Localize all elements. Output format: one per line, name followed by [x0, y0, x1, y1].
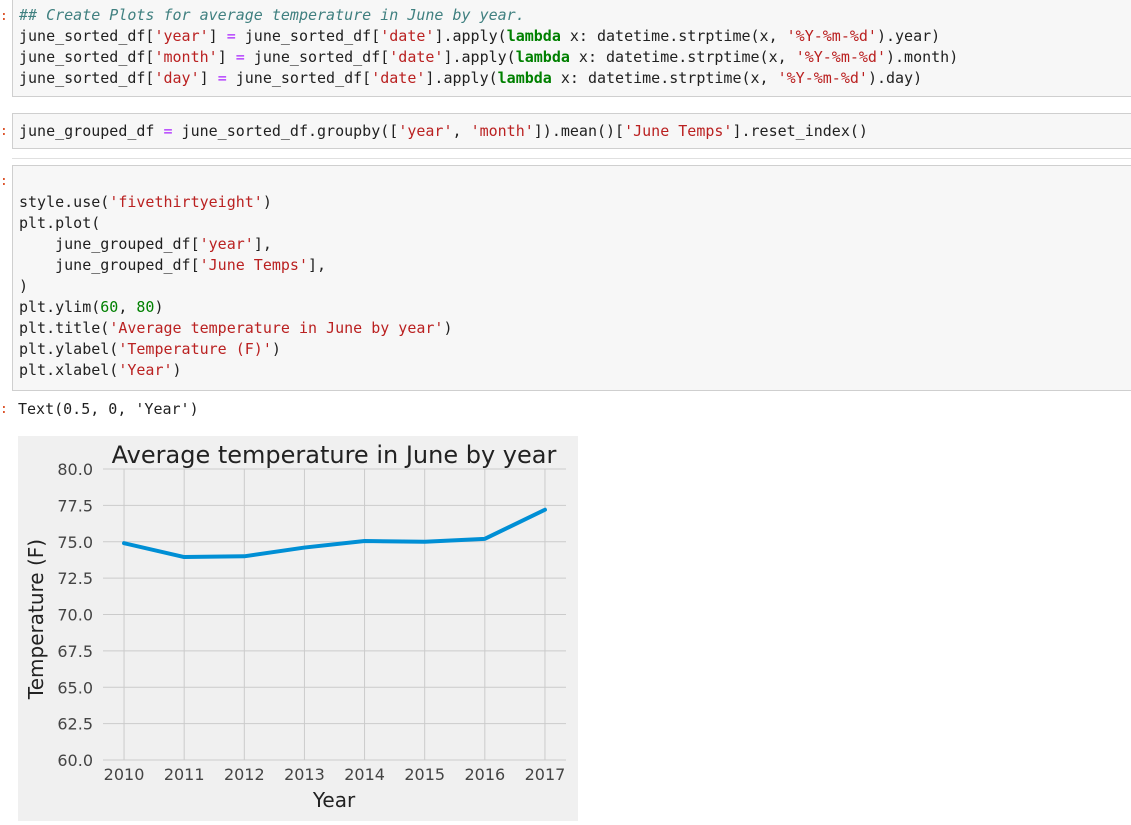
- y-tick-label: 80.0: [57, 460, 93, 479]
- x-tick-label: 2016: [464, 765, 505, 784]
- cell-prompt-1: :: [0, 9, 8, 24]
- line-chart: 60.0 62.5 65.0 67.5 70.0 72.5 75.0 77.5 80.0 201…: [18, 436, 578, 821]
- cell-divider: [12, 158, 1131, 159]
- code-cell-1[interactable]: ## Create Plots for average temperature …: [12, 0, 1131, 97]
- x-tick-label: 2012: [224, 765, 265, 784]
- y-tick-label: 60.0: [57, 751, 93, 770]
- y-tick-labels: 60.0 62.5 65.0 67.5 70.0 72.5 75.0 77.5 80.0: [57, 460, 93, 770]
- x-tick-label: 2014: [344, 765, 385, 784]
- y-tick-label: 67.5: [57, 642, 93, 661]
- y-tick-label: 62.5: [57, 715, 93, 734]
- x-tick-label: 2010: [104, 765, 145, 784]
- y-tick-label: 72.5: [57, 569, 93, 588]
- x-tick-label: 2013: [284, 765, 325, 784]
- code-editor[interactable]: june_grouped_df = june_sorted_df.groupby…: [19, 122, 868, 140]
- x-tick-label: 2011: [164, 765, 205, 784]
- y-tick-label: 70.0: [57, 606, 93, 625]
- x-tick-label: 2015: [404, 765, 445, 784]
- y-axis-label: Temperature (F): [24, 539, 48, 700]
- x-axis-label: Year: [312, 788, 356, 812]
- cell-prompt-3: :: [0, 174, 8, 189]
- code-editor[interactable]: ## Create Plots for average temperature …: [19, 6, 959, 87]
- output-prompt: :: [0, 402, 8, 417]
- y-tick-label: 77.5: [57, 496, 93, 515]
- figure-background: [18, 436, 578, 821]
- series-line: [122, 507, 547, 560]
- y-tick-label: 75.0: [57, 533, 93, 552]
- code-cell-3[interactable]: style.use('fivethirtyeight') plt.plot( j…: [12, 165, 1131, 391]
- code-cell-2[interactable]: june_grouped_df = june_sorted_df.groupby…: [12, 113, 1131, 149]
- cell-prompt-2: :: [0, 124, 8, 139]
- chart-title: Average temperature in June by year: [112, 441, 557, 469]
- x-tick-labels: 2010 2011 2012 2013 2014 2015 2016 2017: [104, 765, 566, 784]
- y-tick-label: 65.0: [57, 678, 93, 697]
- code-editor[interactable]: style.use('fivethirtyeight') plt.plot( j…: [19, 193, 453, 379]
- x-tick-label: 2017: [525, 765, 566, 784]
- output-text: Text(0.5, 0, 'Year'): [18, 400, 199, 418]
- grid-lines: [103, 468, 566, 761]
